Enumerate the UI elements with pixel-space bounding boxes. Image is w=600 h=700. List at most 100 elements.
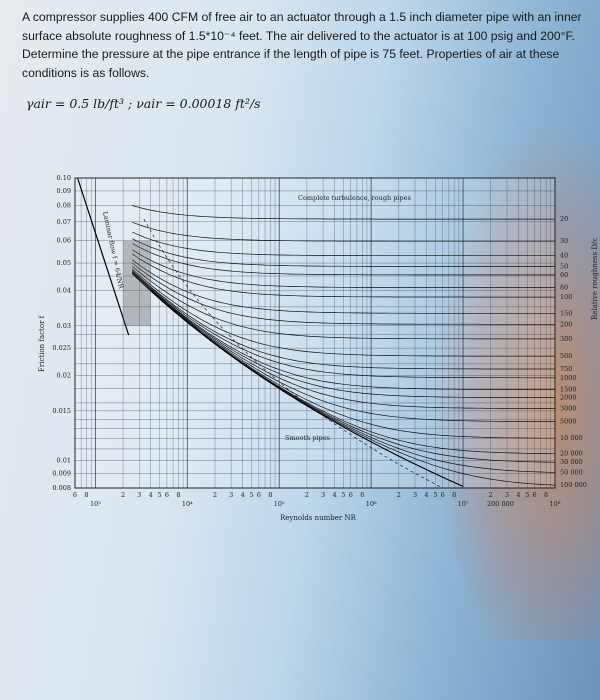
roughness-curve xyxy=(132,249,555,288)
smooth-pipe-curve xyxy=(131,272,464,487)
problem-line-3: Determine the pressure at the pipe entra… xyxy=(22,47,560,61)
roughness-label: 3000 xyxy=(560,405,577,413)
x-minor-label: 3 xyxy=(321,491,325,499)
x-extra-label: 200 000 xyxy=(487,500,514,508)
x-minor-label: 3 xyxy=(229,491,233,499)
laminar-line xyxy=(77,177,130,336)
x-minor-label: 3 xyxy=(137,491,141,499)
x-minor-label: 4 xyxy=(516,491,520,499)
roughness-label: 100 xyxy=(560,293,572,301)
roughness-label: 2000 xyxy=(560,394,577,402)
y-tick-labels: 0.10 0.09 0.08 0.07 0.06 0.05 0.04 0.03 0.025 0.0… xyxy=(52,174,71,492)
x-minor-label: 4 xyxy=(424,491,428,499)
roughness-curve xyxy=(131,262,555,325)
roughness-curve xyxy=(131,271,555,398)
roughness-label: 60 xyxy=(560,271,568,279)
x-minor-label: 5 xyxy=(525,491,529,499)
roughness-labels: 2030405060801001502003005007501000150020… xyxy=(560,215,587,489)
roughness-curve xyxy=(132,221,555,242)
roughness-curve xyxy=(131,270,555,379)
x-minor-label: 5 xyxy=(341,491,345,499)
roughness-label: 1500 xyxy=(560,386,577,394)
roughness-label: 50 000 xyxy=(560,468,583,476)
roughness-label: 30 000 xyxy=(560,458,583,466)
x-minor-label: 3 xyxy=(413,491,417,499)
roughness-label: 750 xyxy=(560,365,572,373)
problem-line-4: conditions is as follows. xyxy=(22,65,150,80)
roughness-curve xyxy=(131,272,555,409)
roughness-label: 300 xyxy=(560,335,572,343)
curves xyxy=(77,177,556,488)
roughness-curve xyxy=(132,238,555,267)
roughness-curve xyxy=(131,268,555,357)
x-minor-label: 2 xyxy=(397,491,401,499)
x-minor-label: 6 xyxy=(441,491,445,499)
roughness-curve xyxy=(132,243,555,276)
x-decade-label: 10⁷ xyxy=(458,500,469,508)
x-minor-label: 6 xyxy=(533,491,537,499)
roughness-curve xyxy=(131,270,555,370)
x-decade-label: 10⁵ xyxy=(274,500,285,508)
x-minor-label: 5 xyxy=(433,491,437,499)
y-tick-label: 0.07 xyxy=(57,218,71,226)
x-decade-label: 10³ xyxy=(90,500,101,508)
turbulence-annotation: Complete turbulence, rough pipes xyxy=(298,194,411,202)
y-tick-label: 0.02 xyxy=(57,372,71,380)
y-tick-label: 0.09 xyxy=(57,187,71,195)
x-minor-label: 8 xyxy=(452,491,456,499)
roughness-curve xyxy=(131,259,555,314)
y-tick-label: 0.08 xyxy=(57,201,71,209)
roughness-curve xyxy=(131,266,555,340)
x-minor-label: 8 xyxy=(268,491,272,499)
roughness-label: 50 xyxy=(560,262,568,270)
roughness-label: 30 xyxy=(560,237,568,245)
turbulence-boundary xyxy=(143,218,441,488)
problem-line-2: surface absolute roughness of 1.5*10⁻⁴ f… xyxy=(22,28,575,43)
y-axis-label: Friction factor f xyxy=(38,314,46,372)
problem-line-1: A compressor supplies 400 CFM of free ai… xyxy=(22,10,582,24)
roughness-label: 40 xyxy=(560,252,568,260)
y-tick-label: 0.04 xyxy=(57,286,71,294)
roughness-curve xyxy=(132,205,555,220)
y-tick-label: 0.01 xyxy=(57,457,71,465)
x-minor-label: 6 xyxy=(257,491,261,499)
x-decade-label: 10⁸ xyxy=(550,500,561,508)
roughness-label: 200 xyxy=(560,320,572,328)
x-decade-label: 10⁴ xyxy=(182,500,193,508)
x-minor-label: 6 xyxy=(349,491,353,499)
roughness-label: 10 000 xyxy=(560,434,583,442)
roughness-label: 20 xyxy=(560,215,568,223)
x-minor-label: 5 xyxy=(158,491,162,499)
x-minor-label: 3 xyxy=(505,491,509,499)
x-minor-label: 2 xyxy=(489,491,493,499)
roughness-curve xyxy=(132,231,555,257)
air-properties: γair = 0.5 lb/ft³ ; νair = 0.00018 ft²/s xyxy=(26,96,261,111)
x-minor-label: 8 xyxy=(84,491,88,499)
roughness-label: 100 000 xyxy=(560,481,587,489)
y-tick-label: 0.10 xyxy=(57,174,71,182)
roughness-label: 150 xyxy=(560,309,572,317)
x-minor-label: 2 xyxy=(121,491,125,499)
roughness-label: 80 xyxy=(560,284,568,292)
roughness-curve xyxy=(132,253,555,298)
x-minor-label: 6 xyxy=(165,491,169,499)
roughness-label: 20 000 xyxy=(560,450,583,458)
x-axis-label: Reynolds number NR xyxy=(280,514,357,522)
roughness-label: 1000 xyxy=(560,374,577,382)
x-minor-label: 8 xyxy=(544,491,548,499)
y-tick-label: 0.025 xyxy=(52,344,71,352)
roughness-label: 5000 xyxy=(560,418,577,426)
x-minor-label: 6 xyxy=(73,491,77,499)
y-tick-label: 0.009 xyxy=(52,470,71,478)
x-minor-label: 2 xyxy=(213,491,217,499)
smooth-pipes-annotation: Smooth pipes xyxy=(285,434,330,442)
x-minor-label: 4 xyxy=(241,491,245,499)
x-minor-label: 4 xyxy=(149,491,153,499)
roughness-curve xyxy=(131,271,555,390)
y-tick-label: 0.008 xyxy=(52,484,71,492)
x-decade-label: 10⁶ xyxy=(366,500,377,508)
y-tick-label: 0.06 xyxy=(57,237,71,245)
transition-zone xyxy=(123,240,151,326)
